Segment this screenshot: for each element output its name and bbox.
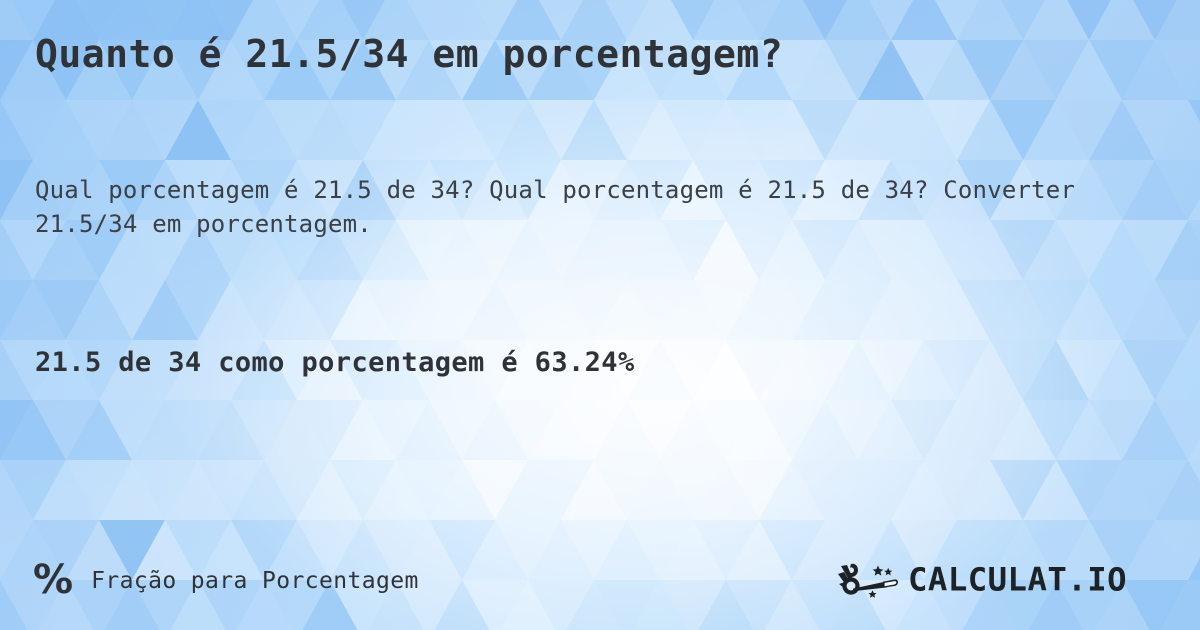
footer-category[interactable]: % Fração para Porcentagem bbox=[33, 558, 419, 604]
page-description: Qual porcentagem é 21.5 de 34? Qual porc… bbox=[35, 176, 1076, 238]
result-statement: 21.5 de 34 como porcentagem é 63.24% bbox=[35, 347, 635, 378]
brand-wordmark: CALCULAT.IO bbox=[908, 561, 1127, 598]
page-title: Quanto é 21.5/34 em porcentagem? bbox=[35, 32, 784, 76]
hand-holding-magic-wand-icon bbox=[838, 563, 899, 598]
svg-text:CALCULAT.IO: CALCULAT.IO bbox=[908, 561, 1127, 598]
footer-category-label: Fração para Porcentagem bbox=[91, 568, 419, 594]
footer: % Fração para Porcentagem bbox=[0, 558, 1200, 604]
percent-icon: % bbox=[33, 556, 74, 603]
brand-logo[interactable]: CALCULAT.IO bbox=[837, 558, 1178, 602]
